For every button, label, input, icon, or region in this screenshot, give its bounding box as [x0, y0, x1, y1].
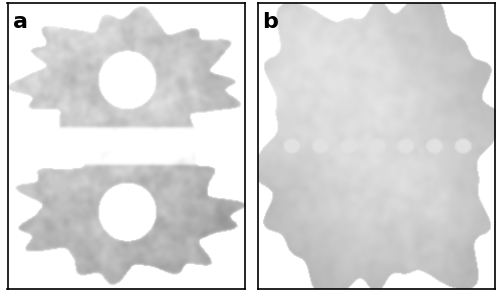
Text: a: a [12, 12, 28, 32]
Text: b: b [262, 12, 278, 32]
